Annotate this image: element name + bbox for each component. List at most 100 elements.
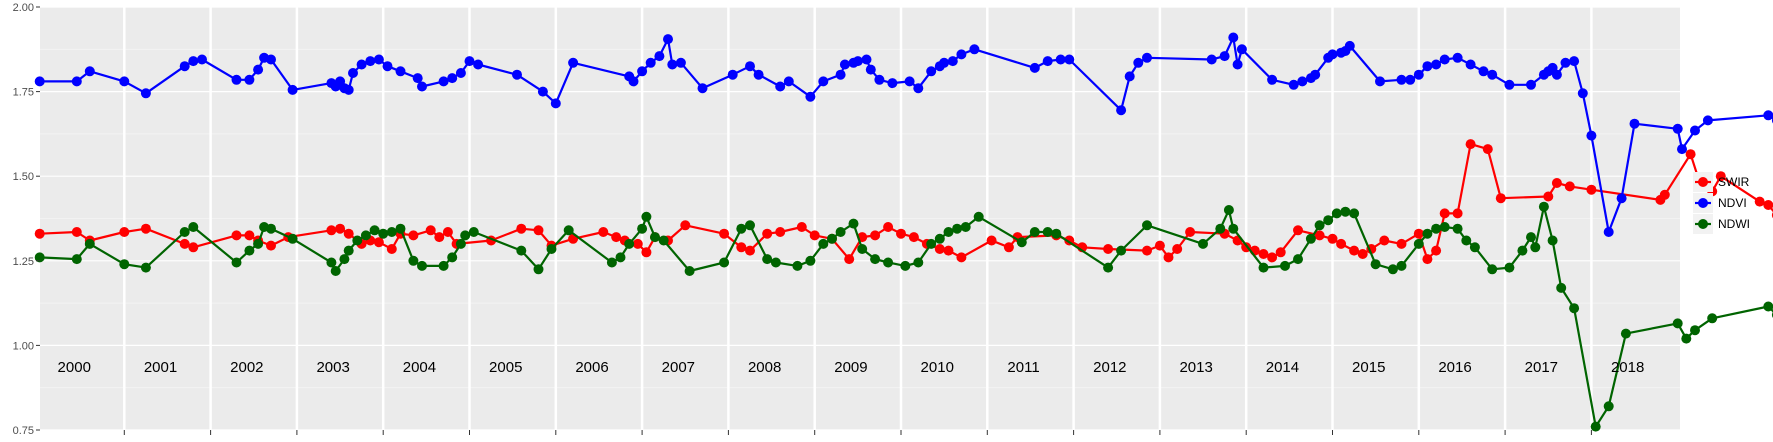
data-point-ndvi [179, 61, 190, 72]
data-point-ndvi [939, 57, 950, 68]
data-point-ndwi [736, 223, 747, 234]
data-point-ndwi [188, 222, 199, 232]
data-point-ndvi [348, 68, 358, 78]
series-layer [34, 32, 1773, 432]
data-point-swir [335, 223, 346, 234]
data-point-ndvi [727, 69, 738, 80]
data-point-swir [1103, 244, 1114, 254]
data-point-swir [434, 232, 445, 243]
data-point-swir [343, 228, 354, 239]
data-point-ndwi [1526, 232, 1536, 243]
data-point-ndvi [455, 68, 466, 78]
data-point-ndvi [1236, 44, 1247, 55]
year-label: 2010 [921, 359, 954, 376]
data-point-swir [140, 223, 151, 234]
data-point-ndwi [1215, 223, 1226, 234]
data-point-ndvi [865, 64, 876, 75]
data-point-ndwi [438, 260, 449, 271]
data-point-ndwi [1590, 421, 1601, 432]
data-point-ndwi [516, 245, 527, 256]
data-point-ndvi [753, 69, 764, 80]
data-point-ndvi [1551, 69, 1562, 80]
data-point-ndwi [1530, 242, 1541, 253]
year-label: 2006 [575, 359, 608, 376]
data-point-ndvi [887, 78, 898, 89]
data-point-ndwi [244, 245, 255, 256]
data-point-ndwi [1331, 208, 1342, 219]
data-point-swir [1275, 247, 1286, 258]
data-point-swir [1551, 178, 1562, 188]
data-point-ndwi [835, 227, 846, 237]
data-point-ndvi [231, 74, 242, 85]
data-point-ndwi [369, 225, 380, 236]
legend-label: NDVI [1718, 196, 1747, 210]
data-point-ndwi [658, 235, 669, 246]
data-point-swir [1659, 189, 1670, 200]
y-tick-label: 1.75 [13, 87, 34, 99]
series-ndwi [34, 201, 1773, 432]
data-point-ndwi [563, 225, 574, 236]
data-point-ndwi [1223, 205, 1234, 215]
data-point-swir [386, 244, 397, 254]
data-point-swir [1495, 193, 1506, 204]
legend-label: SWIR [1718, 175, 1750, 189]
year-label: 2007 [662, 359, 695, 376]
data-point-ndwi [827, 233, 837, 244]
data-point-ndvi [382, 61, 393, 72]
data-point-ndvi [1690, 125, 1700, 136]
data-point-ndvi [926, 66, 937, 77]
data-point-ndvi [253, 64, 264, 75]
data-point-swir [34, 228, 45, 239]
data-point-swir [896, 228, 906, 239]
data-point-swir [1267, 252, 1278, 263]
data-point-swir [943, 245, 954, 256]
data-point-swir [1422, 254, 1433, 265]
data-point-ndwi [339, 254, 350, 265]
data-point-ndvi [1288, 79, 1299, 90]
data-point-ndwi [1461, 235, 1472, 246]
data-point-ndwi [1707, 313, 1718, 324]
data-point-ndwi [1672, 318, 1683, 329]
data-point-swir [745, 245, 755, 256]
data-point-ndwi [455, 238, 466, 249]
data-point-ndvi [1042, 56, 1053, 67]
data-point-ndwi [1042, 227, 1053, 237]
data-point-ndvi [1431, 59, 1442, 70]
data-point-swir [1543, 191, 1554, 202]
data-point-ndwi [460, 230, 471, 241]
data-point-ndvi [1478, 66, 1489, 77]
data-point-ndvi [34, 76, 45, 87]
data-point-swir [1685, 149, 1696, 160]
data-point-ndvi [1055, 54, 1066, 65]
data-point-ndvi [447, 73, 458, 84]
data-point-ndvi [1413, 69, 1424, 80]
data-point-ndwi [231, 257, 242, 268]
data-point-swir [1327, 233, 1338, 244]
data-point-ndwi [952, 223, 963, 234]
data-point-ndvi [1228, 32, 1239, 43]
data-point-ndwi [140, 262, 151, 273]
legend-key-point [1698, 198, 1708, 208]
data-point-ndwi [818, 238, 829, 249]
data-point-ndwi [637, 223, 648, 234]
data-point-ndvi [1586, 130, 1597, 141]
y-tick-label: 1.50 [13, 171, 34, 183]
data-point-swir [844, 254, 855, 265]
data-point-ndvi [645, 57, 656, 68]
data-point-ndvi [1206, 54, 1217, 65]
y-axis: 0.75 1.00 1.25 1.50 1.75 2.00 [13, 2, 40, 437]
data-point-swir [883, 222, 894, 232]
series-ndvi [34, 32, 1773, 237]
data-point-ndwi [34, 252, 45, 263]
data-point-ndwi [395, 223, 406, 234]
data-point-ndwi [84, 238, 95, 249]
data-point-ndwi [1431, 223, 1442, 234]
data-point-ndvi [913, 83, 924, 94]
legend-label: NDWI [1718, 217, 1750, 231]
data-point-ndvi [818, 76, 829, 87]
y-tick-label: 1.00 [13, 340, 34, 352]
data-point-ndvi [1452, 52, 1463, 63]
data-point-ndvi [365, 56, 376, 67]
data-point-ndwi [762, 254, 773, 265]
data-point-ndwi [468, 227, 479, 237]
